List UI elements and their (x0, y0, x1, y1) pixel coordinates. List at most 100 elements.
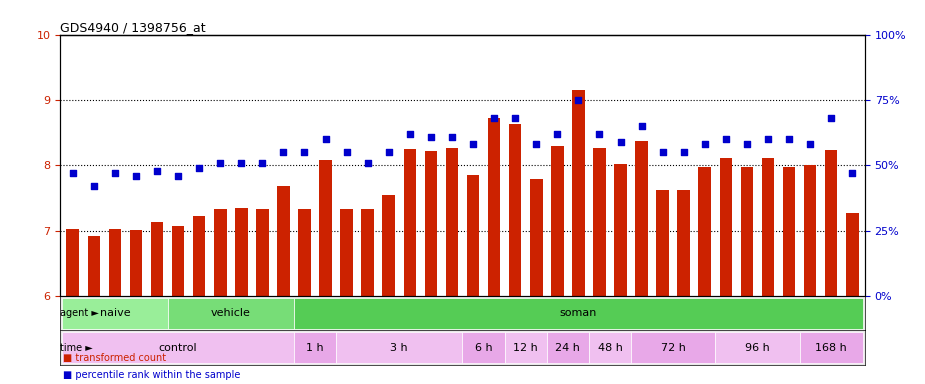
Point (339, 149, 354, 156)
Bar (509, 124, 522, 296)
Point (592, 131, 607, 137)
Bar (235, 208, 248, 296)
Point (66, 170, 80, 176)
Text: 96 h: 96 h (745, 343, 770, 353)
Bar (214, 209, 227, 296)
Bar (487, 118, 500, 296)
Text: ■ percentile rank within the sample: ■ percentile rank within the sample (63, 370, 240, 380)
Point (824, 115, 839, 121)
Text: soman: soman (560, 308, 597, 318)
FancyBboxPatch shape (62, 332, 294, 363)
Bar (761, 158, 774, 296)
FancyBboxPatch shape (336, 332, 462, 363)
Point (171, 173, 186, 179)
Bar (698, 167, 711, 296)
FancyBboxPatch shape (589, 332, 631, 363)
Bar (846, 213, 858, 296)
Point (782, 136, 796, 142)
Point (445, 134, 460, 140)
Text: control: control (159, 343, 197, 353)
Bar (551, 146, 563, 296)
Point (697, 141, 712, 147)
FancyBboxPatch shape (62, 298, 167, 329)
Bar (67, 229, 79, 296)
Point (361, 160, 376, 166)
Text: ■ transformed count: ■ transformed count (63, 353, 166, 363)
Point (318, 136, 333, 142)
Bar (446, 148, 458, 296)
Text: vehicle: vehicle (211, 308, 251, 318)
Point (465, 141, 480, 147)
FancyBboxPatch shape (294, 298, 863, 329)
Text: 168 h: 168 h (815, 343, 847, 353)
Bar (614, 164, 627, 296)
Bar (635, 141, 647, 296)
Bar (720, 158, 733, 296)
Text: naive: naive (100, 308, 130, 318)
Point (635, 123, 649, 129)
Point (529, 141, 544, 147)
Point (213, 160, 228, 166)
Point (613, 139, 628, 145)
Bar (804, 166, 817, 296)
Bar (825, 150, 837, 296)
Text: GDS4940 / 1398756_at: GDS4940 / 1398756_at (60, 21, 205, 34)
FancyBboxPatch shape (715, 332, 799, 363)
Point (276, 149, 290, 156)
FancyBboxPatch shape (462, 332, 505, 363)
Point (571, 97, 586, 103)
Point (549, 131, 564, 137)
FancyBboxPatch shape (547, 332, 589, 363)
Point (676, 149, 691, 156)
Text: 72 h: 72 h (660, 343, 685, 353)
Bar (657, 190, 669, 296)
Point (424, 134, 438, 140)
Point (255, 160, 270, 166)
FancyBboxPatch shape (505, 332, 547, 363)
Bar (741, 167, 753, 296)
Bar (403, 149, 416, 296)
Point (760, 136, 775, 142)
Point (719, 136, 734, 142)
Text: time ►: time ► (60, 343, 92, 353)
Bar (783, 167, 796, 296)
Point (739, 141, 754, 147)
FancyBboxPatch shape (167, 298, 294, 329)
Bar (319, 160, 332, 296)
Point (86, 183, 101, 189)
Point (845, 170, 859, 176)
Bar (467, 174, 479, 296)
Text: 1 h: 1 h (306, 343, 324, 353)
Point (234, 160, 249, 166)
Bar (130, 230, 142, 296)
Bar (278, 186, 290, 296)
Bar (256, 209, 268, 296)
Text: 12 h: 12 h (513, 343, 538, 353)
Bar (593, 148, 606, 296)
Point (107, 170, 122, 176)
Bar (340, 209, 353, 296)
Text: 3 h: 3 h (390, 343, 408, 353)
Bar (172, 225, 184, 296)
Bar (362, 209, 374, 296)
Point (297, 149, 312, 156)
Point (487, 115, 501, 121)
Bar (572, 90, 585, 296)
FancyBboxPatch shape (631, 332, 715, 363)
Bar (530, 179, 543, 296)
Bar (425, 151, 438, 296)
Point (129, 173, 143, 179)
Point (191, 165, 206, 171)
Point (803, 141, 818, 147)
Bar (88, 236, 100, 296)
Text: 24 h: 24 h (555, 343, 580, 353)
Bar (192, 216, 205, 296)
Point (655, 149, 670, 156)
FancyBboxPatch shape (294, 332, 336, 363)
Bar (108, 229, 121, 296)
Point (402, 131, 417, 137)
FancyBboxPatch shape (799, 332, 863, 363)
Bar (382, 195, 395, 296)
Text: 48 h: 48 h (598, 343, 623, 353)
Point (381, 149, 396, 156)
